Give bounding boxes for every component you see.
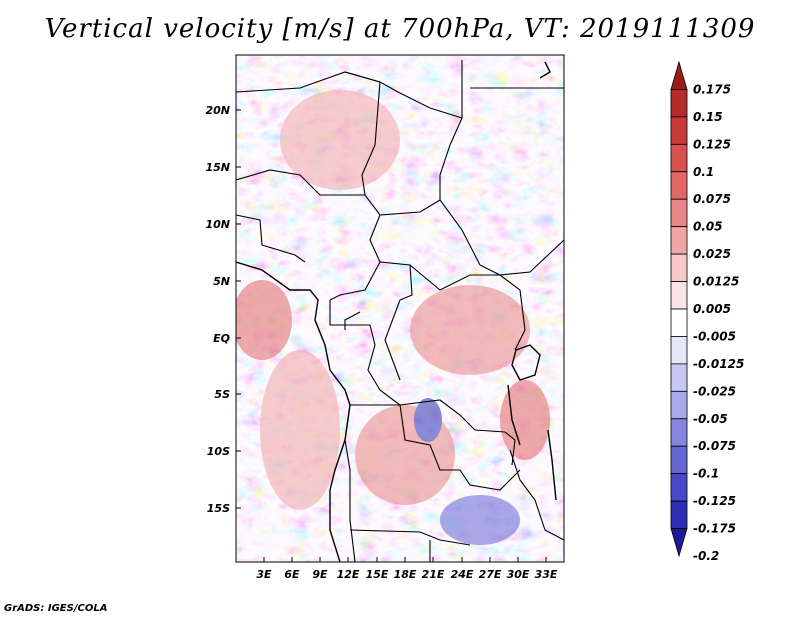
colorbar-swatch (670, 363, 688, 392)
colorbar-label: -0.125 (693, 494, 736, 508)
lat-label: 5N (213, 275, 230, 288)
colorbar-label: 0.05 (693, 220, 723, 234)
colorbar-label: 0.125 (693, 137, 731, 151)
colorbar-swatch (670, 253, 688, 282)
colorbar-swatch (670, 445, 688, 475)
colorbar-label: -0.2 (693, 549, 719, 563)
lat-label: EQ (213, 332, 230, 345)
lon-label: 30E (507, 568, 530, 581)
colorbar-label: 0.075 (693, 192, 731, 206)
colorbar-swatch (670, 336, 688, 365)
lon-label: 21E (422, 568, 445, 581)
colorbar-swatch (670, 473, 688, 502)
colorbar-label: -0.1 (693, 467, 719, 481)
colorbar-swatch (670, 418, 688, 447)
lat-label: 20N (205, 104, 230, 117)
plot-frame (235, 54, 565, 563)
lat-label: 10N (205, 218, 230, 231)
colorbar-label: 0.005 (693, 302, 731, 316)
country-borders (236, 60, 564, 562)
colorbar: 0.175 0.15 0.125 0.1 0.075 0.05 0.025 0.0125 0.0… (670, 60, 744, 563)
colorbar-label: -0.0125 (693, 357, 744, 371)
lon-label: 15E (366, 568, 389, 581)
coastline (236, 61, 557, 562)
lat-label: 10S (207, 445, 230, 458)
colorbar-label: -0.075 (693, 439, 736, 453)
colorbar-swatch (670, 89, 688, 118)
lon-label: 9E (312, 568, 328, 581)
colorbar-swatch (670, 390, 688, 420)
lon-label: 24E (451, 568, 474, 581)
colorbar-label: -0.175 (693, 522, 736, 536)
colorbar-label: 0.1 (693, 165, 714, 179)
lon-label: 6E (284, 568, 300, 581)
colorbar-swatch (670, 143, 688, 173)
lon-label: 18E (394, 568, 417, 581)
colorbar-label: -0.005 (693, 329, 736, 343)
colorbar-swatch (670, 281, 688, 310)
colorbar-swatch (670, 171, 688, 200)
colorbar-label: 0.0125 (693, 275, 739, 289)
colorbar-swatch (670, 60, 688, 90)
colorbar-swatch (670, 308, 688, 337)
colorbar-swatch (670, 226, 688, 255)
colorbar-swatch (670, 116, 688, 145)
lon-label: 12E (337, 568, 360, 581)
lon-label: 27E (479, 568, 502, 581)
lon-label: 33E (535, 568, 558, 581)
lon-label: 3E (256, 568, 272, 581)
colorbar-swatch (670, 528, 688, 558)
colorbar-swatch (670, 500, 688, 529)
colorbar-label: 0.15 (693, 110, 723, 124)
colorbar-label: -0.025 (693, 384, 736, 398)
lat-label: 15S (207, 502, 230, 515)
colorbar-swatch (670, 198, 688, 228)
lat-label: 15N (205, 161, 230, 174)
latitude-axis: 20N 15N 10N 5N EQ 5S 10S 15S (205, 104, 241, 515)
colorbar-label: -0.05 (693, 412, 728, 426)
colorbar-label: 0.025 (693, 247, 731, 261)
longitude-axis: 3E 6E 9E 12E 15E 18E 21E 24E 27E 30E 33E (256, 557, 558, 581)
map-title: Vertical velocity [m/s] at 700hPa, VT: 2… (44, 14, 756, 44)
lat-label: 5S (214, 388, 230, 401)
credit-text: GrADS: IGES/COLA (4, 603, 108, 614)
velocity-field (236, 55, 564, 562)
colorbar-label: 0.175 (693, 82, 731, 96)
